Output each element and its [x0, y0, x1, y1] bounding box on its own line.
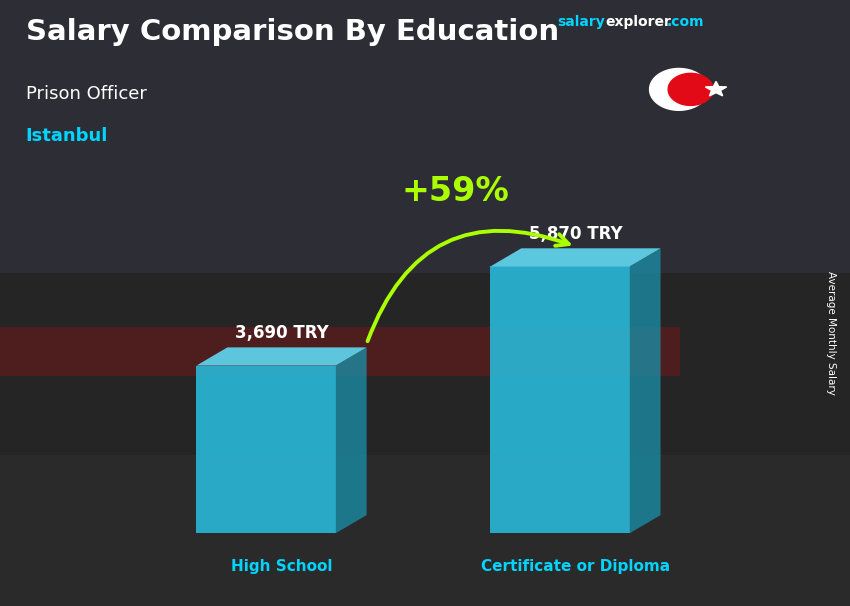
Text: 5,870 TRY: 5,870 TRY [529, 225, 622, 243]
Polygon shape [196, 347, 366, 365]
Text: High School: High School [230, 559, 332, 574]
Text: Certificate or Diploma: Certificate or Diploma [481, 559, 670, 574]
Polygon shape [630, 248, 660, 533]
Polygon shape [336, 347, 366, 533]
Text: Istanbul: Istanbul [26, 127, 108, 145]
Text: Prison Officer: Prison Officer [26, 85, 146, 103]
Polygon shape [649, 68, 708, 110]
Text: Salary Comparison By Education: Salary Comparison By Education [26, 18, 558, 46]
Text: explorer: explorer [605, 15, 672, 29]
Text: Average Monthly Salary: Average Monthly Salary [825, 271, 836, 395]
Polygon shape [196, 365, 336, 533]
Text: +59%: +59% [402, 176, 509, 208]
Polygon shape [668, 73, 713, 105]
Polygon shape [490, 248, 660, 267]
Polygon shape [706, 81, 727, 96]
Text: 3,690 TRY: 3,690 TRY [235, 324, 328, 342]
FancyArrowPatch shape [367, 231, 569, 341]
Polygon shape [490, 267, 630, 533]
Text: .com: .com [666, 15, 704, 29]
Text: salary: salary [557, 15, 604, 29]
